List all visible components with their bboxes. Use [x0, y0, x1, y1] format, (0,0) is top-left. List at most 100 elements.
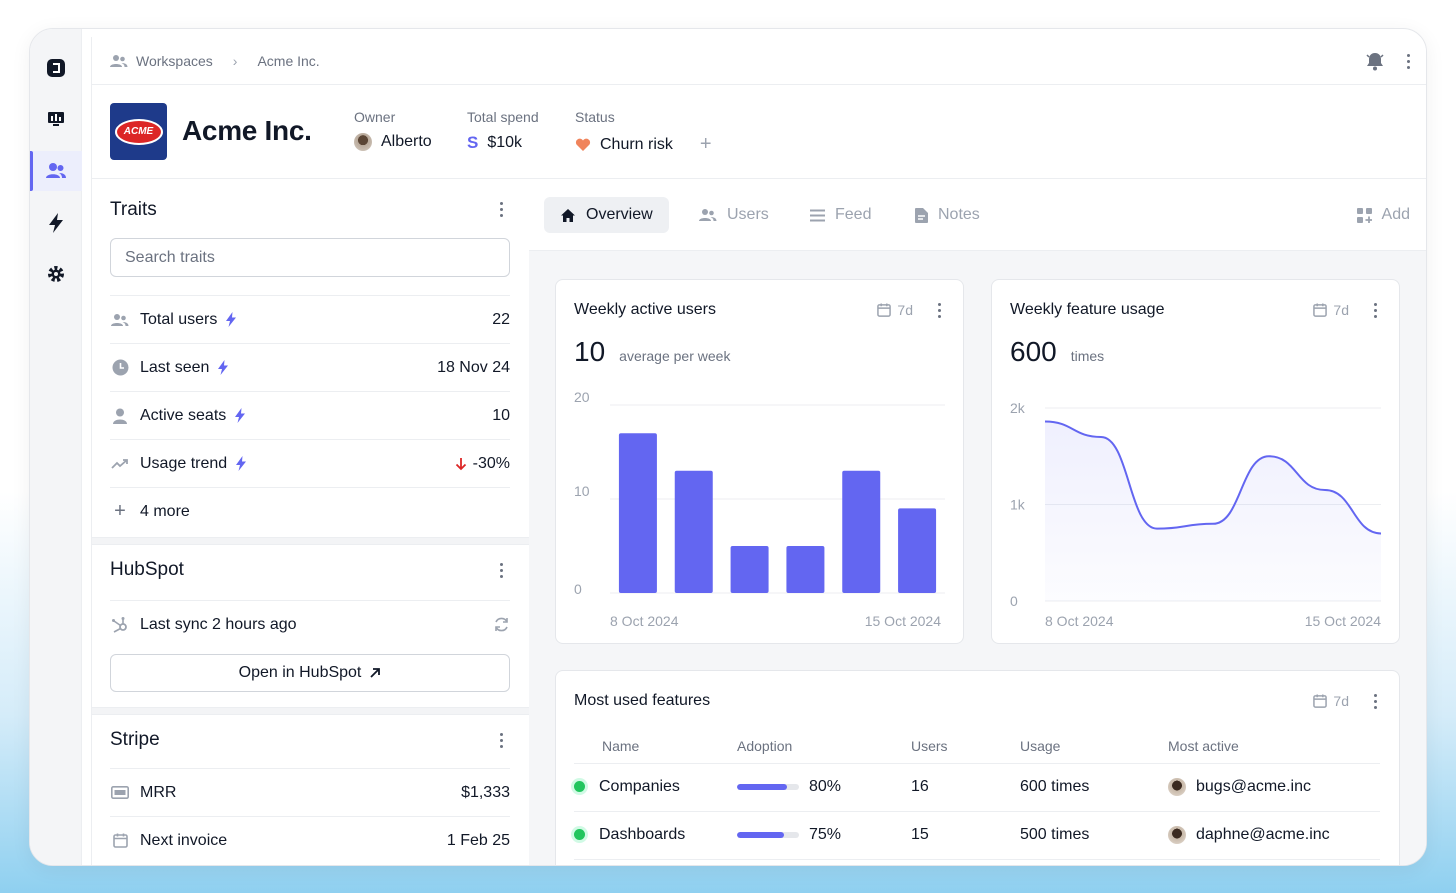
wfu-area-chart: 0 1k 2k 8 Oct 2024 15 Oct 2024	[1010, 400, 1382, 629]
trait-value: 18 Nov 24	[437, 358, 510, 376]
adoption-bar-fill	[737, 831, 784, 838]
hubspot-section: HubSpot Last sync 2 hours ago Open in Hu…	[92, 545, 529, 707]
most-active-user[interactable]: daphne@acme.inc	[1196, 826, 1330, 844]
bar	[674, 470, 713, 593]
refresh-icon[interactable]	[493, 616, 510, 633]
traits-section: Traits Total users 22 Last seen 18 Nov 2…	[92, 179, 529, 539]
card-more-icon[interactable]	[1373, 302, 1377, 318]
owner-value-wrap[interactable]: Alberto	[354, 133, 432, 151]
adoption-value: 80%	[809, 778, 842, 795]
traits-more-icon[interactable]	[499, 202, 503, 217]
period-label[interactable]: 7d	[1333, 302, 1349, 318]
breadcrumb-current[interactable]: Acme Inc.	[257, 52, 320, 69]
money-icon	[110, 786, 130, 799]
most-active-user[interactable]: bugs@acme.inc	[1196, 778, 1311, 796]
trait-value: 22	[492, 310, 510, 328]
tab-users[interactable]: Users	[683, 197, 785, 233]
period-label[interactable]: 7d	[897, 302, 913, 318]
stripe-row-mrr[interactable]: MRR $1,333	[110, 768, 510, 816]
dashboard-icon[interactable]	[30, 99, 82, 139]
column-header[interactable]: Name	[574, 729, 737, 764]
users-icon	[699, 209, 717, 221]
left-panel: Traits Total users 22 Last seen 18 Nov 2…	[92, 179, 529, 865]
add-grid-icon	[1356, 207, 1372, 223]
stripe-section: Stripe MRR $1,333 Next invoice 1 Feb 25	[92, 715, 529, 865]
page-title: Acme Inc.	[182, 115, 312, 146]
more-options-icon[interactable]	[1406, 53, 1410, 69]
tab-overview[interactable]: Overview	[544, 197, 669, 233]
wau-value: 10	[574, 336, 606, 367]
trait-row-last-seen[interactable]: Last seen 18 Nov 24	[110, 343, 510, 391]
spend-value: $10k	[487, 134, 523, 151]
lightning-icon[interactable]	[30, 203, 82, 243]
add-widget-button[interactable]: Add	[1341, 197, 1426, 233]
card-more-icon[interactable]	[937, 302, 941, 318]
tab-notes[interactable]: Notes	[899, 197, 996, 233]
trait-row-usage-trend[interactable]: Usage trend -30%	[110, 439, 510, 487]
companies-icon[interactable]	[30, 151, 82, 191]
notification-bell-icon[interactable]	[1366, 51, 1384, 71]
status-value: Churn risk	[600, 135, 673, 153]
column-header[interactable]: Usage	[1020, 729, 1168, 764]
home-icon	[561, 208, 575, 222]
user-icon	[110, 408, 130, 424]
show-more-traits[interactable]: + 4 more	[110, 487, 510, 535]
lightning-icon	[226, 312, 237, 327]
search-traits-input[interactable]	[110, 238, 510, 277]
stripe-title: Stripe	[110, 729, 160, 750]
tab-feed[interactable]: Feed	[794, 197, 887, 233]
avatar	[354, 133, 372, 151]
status-label: Status	[575, 109, 615, 125]
owner-value: Alberto	[381, 133, 432, 150]
hubspot-icon	[110, 616, 130, 634]
stripe-row-next-invoice[interactable]: Next invoice 1 Feb 25	[110, 816, 510, 864]
company-logo: ACME	[110, 103, 167, 160]
users-value: 15	[911, 811, 1020, 860]
lightning-icon	[236, 456, 247, 471]
trait-row-active-seats[interactable]: Active seats 10	[110, 391, 510, 439]
spend-field: Total spend S $10k	[467, 109, 539, 153]
table-row[interactable]: Dashboards 75% 15 500 times daphne@acme.…	[574, 811, 1380, 860]
owner-field: Owner Alberto	[354, 109, 432, 151]
spend-label: Total spend	[467, 109, 539, 125]
breadcrumb-workspaces[interactable]: Workspaces	[136, 52, 213, 69]
area-fill	[1045, 421, 1381, 601]
calendar-icon[interactable]	[1313, 303, 1328, 317]
open-in-hubspot-button[interactable]: Open in HubSpot	[110, 654, 510, 692]
status-value-wrap[interactable]: Churn risk +	[575, 133, 712, 156]
adoption-bar	[737, 831, 799, 838]
bar	[786, 546, 825, 593]
weekly-active-users-card: Weekly active users 7d 10 average per wee…	[555, 279, 964, 644]
trait-label: Total users	[140, 310, 218, 328]
y-tick-label: 10	[574, 483, 590, 499]
calendar-icon[interactable]	[1313, 694, 1328, 708]
trait-row-total-users[interactable]: Total users 22	[110, 295, 510, 343]
sync-label: Last sync 2 hours ago	[140, 615, 297, 633]
card-more-icon[interactable]	[1373, 693, 1377, 709]
column-header[interactable]: Most active	[1168, 729, 1380, 764]
app-logo-icon[interactable]	[30, 48, 82, 88]
status-dot	[574, 781, 585, 793]
trait-label: Last seen	[140, 358, 210, 376]
trait-value: 10	[492, 406, 510, 424]
column-header[interactable]: Users	[911, 729, 1020, 764]
table-row[interactable]: Companies 80% 16 600 times bugs@acme.inc	[574, 763, 1380, 812]
avatar	[1168, 777, 1186, 796]
y-tick-label: 0	[574, 581, 582, 597]
table-header-row: Name Adoption Users Usage Most active	[574, 729, 1380, 764]
add-field-icon[interactable]: +	[699, 133, 712, 155]
settings-gear-icon[interactable]	[30, 254, 82, 294]
main-app: Workspaces › Acme Inc. ACME Acme Inc. Ow…	[91, 37, 1426, 865]
hubspot-more-icon[interactable]	[499, 563, 503, 578]
stripe-more-icon[interactable]	[499, 733, 503, 748]
chevron-right-icon: ›	[232, 52, 238, 69]
calendar-icon[interactable]	[877, 303, 892, 317]
open-in-hubspot-label: Open in HubSpot	[238, 664, 362, 681]
bar	[842, 470, 881, 593]
spend-value-wrap[interactable]: S $10k	[467, 133, 539, 153]
wau-bar-chart: 0 10 20 8 Oct 2024 15 Oct 2024	[574, 389, 945, 629]
series-line	[1044, 420, 1382, 535]
period-label[interactable]: 7d	[1333, 693, 1349, 709]
lightning-icon	[218, 360, 229, 375]
column-header[interactable]: Adoption	[737, 729, 911, 764]
